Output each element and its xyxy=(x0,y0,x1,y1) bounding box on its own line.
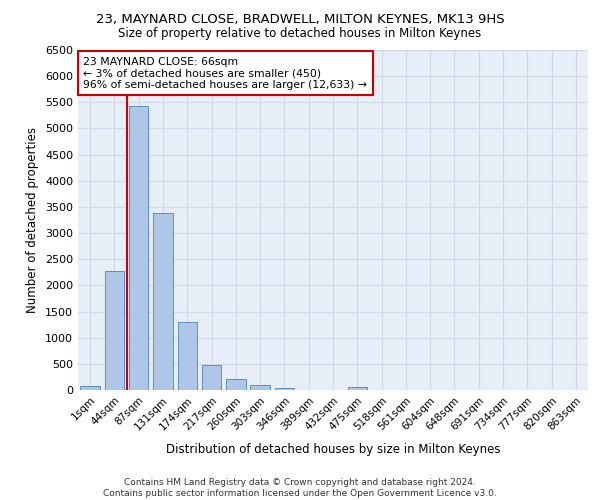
Bar xyxy=(129,106,148,390)
Bar xyxy=(105,272,124,390)
Bar xyxy=(80,386,100,390)
Bar xyxy=(202,366,221,390)
X-axis label: Distribution of detached houses by size in Milton Keynes: Distribution of detached houses by size … xyxy=(166,443,500,456)
Bar xyxy=(275,388,294,390)
Text: Contains HM Land Registry data © Crown copyright and database right 2024.
Contai: Contains HM Land Registry data © Crown c… xyxy=(103,478,497,498)
Text: Size of property relative to detached houses in Milton Keynes: Size of property relative to detached ho… xyxy=(118,28,482,40)
Bar xyxy=(178,322,197,390)
Bar xyxy=(250,385,270,390)
Text: 23, MAYNARD CLOSE, BRADWELL, MILTON KEYNES, MK13 9HS: 23, MAYNARD CLOSE, BRADWELL, MILTON KEYN… xyxy=(95,12,505,26)
Bar xyxy=(347,388,367,390)
Text: 23 MAYNARD CLOSE: 66sqm
← 3% of detached houses are smaller (450)
96% of semi-de: 23 MAYNARD CLOSE: 66sqm ← 3% of detached… xyxy=(83,57,367,90)
Y-axis label: Number of detached properties: Number of detached properties xyxy=(26,127,40,313)
Bar xyxy=(153,213,173,390)
Bar xyxy=(226,379,245,390)
